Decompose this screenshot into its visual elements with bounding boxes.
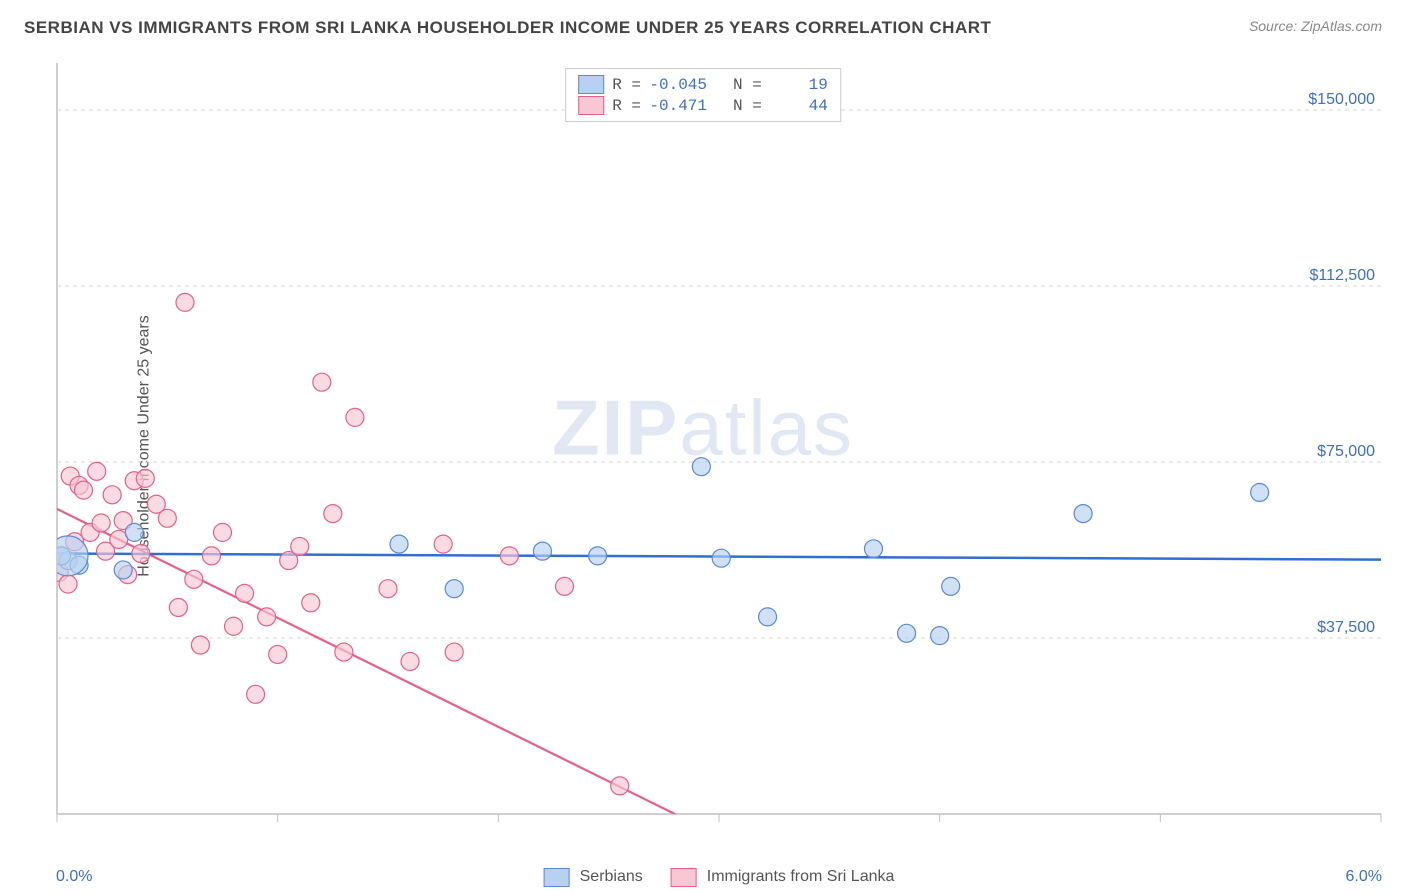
svg-text:$150,000: $150,000: [1308, 91, 1375, 108]
correlation-legend: R = -0.045 N = 19 R = -0.471 N = 44: [565, 68, 841, 122]
legend-row-serbians: R = -0.045 N = 19: [578, 75, 828, 94]
svg-text:$75,000: $75,000: [1317, 443, 1375, 460]
legend-label-sri-lanka: Immigrants from Sri Lanka: [707, 868, 895, 886]
legend-label-serbians: Serbians: [580, 868, 643, 886]
x-max-label: 6.0%: [1346, 868, 1382, 886]
x-axis-row: 0.0% Serbians Immigrants from Sri Lanka …: [56, 868, 1382, 886]
swatch-sri-lanka-icon: [671, 868, 697, 887]
svg-text:$37,500: $37,500: [1317, 619, 1375, 636]
correlation-chart: $37,500 $75,000 $112,500 $150,000: [56, 62, 1382, 832]
svg-text:$112,500: $112,500: [1309, 267, 1375, 284]
legend-row-sri-lanka: R = -0.471 N = 44: [578, 96, 828, 115]
series-legend: Serbians Immigrants from Sri Lanka: [544, 868, 895, 887]
page-title: SERBIAN VS IMMIGRANTS FROM SRI LANKA HOU…: [24, 18, 991, 38]
swatch-serbians-icon: [544, 868, 570, 887]
swatch-serbians-icon: [578, 75, 604, 94]
swatch-sri-lanka-icon: [578, 96, 604, 115]
chart-svg: $37,500 $75,000 $112,500 $150,000: [56, 62, 1382, 832]
source-label: Source: ZipAtlas.com: [1249, 18, 1382, 34]
x-min-label: 0.0%: [56, 868, 92, 886]
